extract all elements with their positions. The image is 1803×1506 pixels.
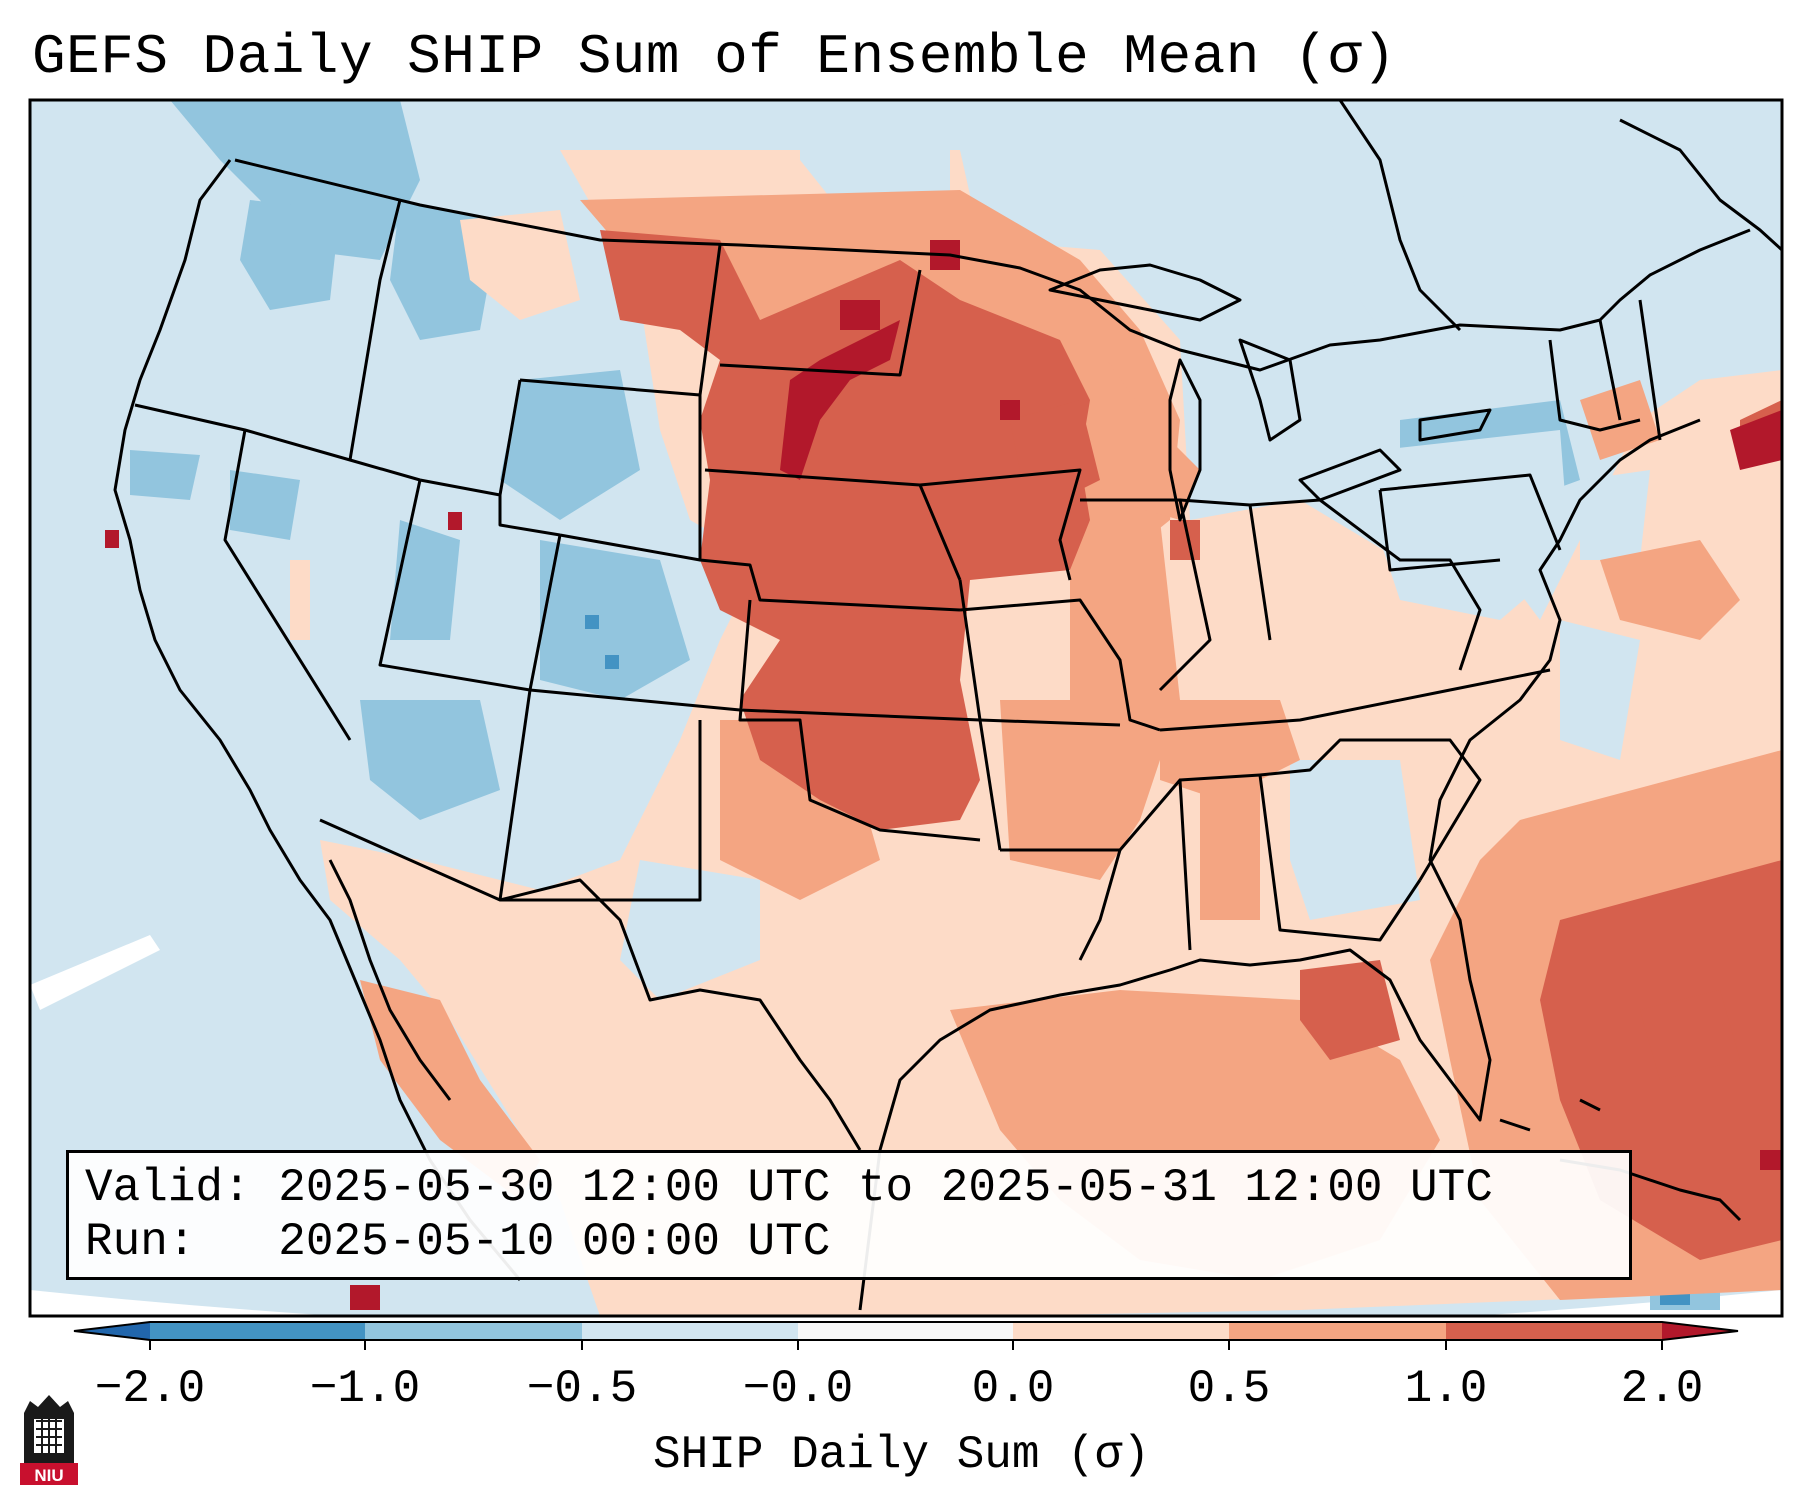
strong-positive-cells <box>105 240 1782 1310</box>
colorbar-bin <box>582 1322 798 1340</box>
colorbar-bin <box>1446 1322 1662 1340</box>
null-band-pacific <box>30 935 160 1010</box>
colorbar-bin <box>1229 1322 1446 1340</box>
pacific-coast <box>113 159 522 1281</box>
colorbar-tick-label: −0.5 <box>526 1363 638 1415</box>
valid-run-info-box: Valid: 2025-05-30 12:00 UTC to 2025-05-3… <box>66 1150 1632 1280</box>
colorbar-under-arrow <box>74 1322 150 1340</box>
map-frame <box>28 98 1784 1318</box>
mexico-border <box>319 818 862 1151</box>
lake-huron <box>1238 338 1302 442</box>
baja-coast <box>328 859 452 1101</box>
run-row: Run: 2025-05-10 00:00 UTC <box>85 1215 1629 1269</box>
valid-row: Valid: 2025-05-30 12:00 UTC to 2025-05-3… <box>85 1161 1629 1215</box>
logo-text: NIU <box>34 1466 63 1485</box>
political-boundaries <box>113 100 1782 1311</box>
run-value: 2025-05-10 00:00 UTC <box>278 1216 831 1268</box>
lake-ontario <box>1418 408 1492 442</box>
colorbar-tick-label: 0.5 <box>1187 1363 1271 1415</box>
niu-logo: NIU <box>20 1395 78 1485</box>
valid-value: 2025-05-30 12:00 UTC to 2025-05-31 12:00… <box>278 1162 1493 1214</box>
weak-negative-patches <box>620 100 1782 1000</box>
colorbar-tick-label: 2.0 <box>1620 1363 1704 1415</box>
colorbar-bin <box>1013 1322 1229 1340</box>
run-label: Run: <box>85 1216 196 1268</box>
colorbar-tick-label: −2.0 <box>94 1363 206 1415</box>
colorbar-tick-label: 1.0 <box>1404 1363 1488 1415</box>
colorbar-label: SHIP Daily Sum (σ) <box>653 1429 1150 1481</box>
lake-superior <box>1048 263 1242 322</box>
map-title: GEFS Daily SHIP Sum of Ensemble Mean (σ) <box>32 25 1397 89</box>
colorbar-bin <box>365 1322 582 1340</box>
lake-michigan <box>1168 358 1202 522</box>
us-canada-border <box>234 158 1751 372</box>
lake-erie <box>1298 448 1402 502</box>
valid-label: Valid: <box>85 1162 251 1214</box>
colorbar-tick-label: −0.0 <box>742 1363 854 1415</box>
colorbar-tick-label: −1.0 <box>309 1363 421 1415</box>
domain-edge-bottom <box>30 1290 1782 1316</box>
colorbar-bin <box>798 1322 1013 1340</box>
colorbar-over-arrow <box>1662 1322 1738 1340</box>
colorbar-bin <box>150 1322 365 1340</box>
colorbar-tick-label: 0.0 <box>971 1363 1055 1415</box>
gulf-coast <box>858 418 1701 1311</box>
